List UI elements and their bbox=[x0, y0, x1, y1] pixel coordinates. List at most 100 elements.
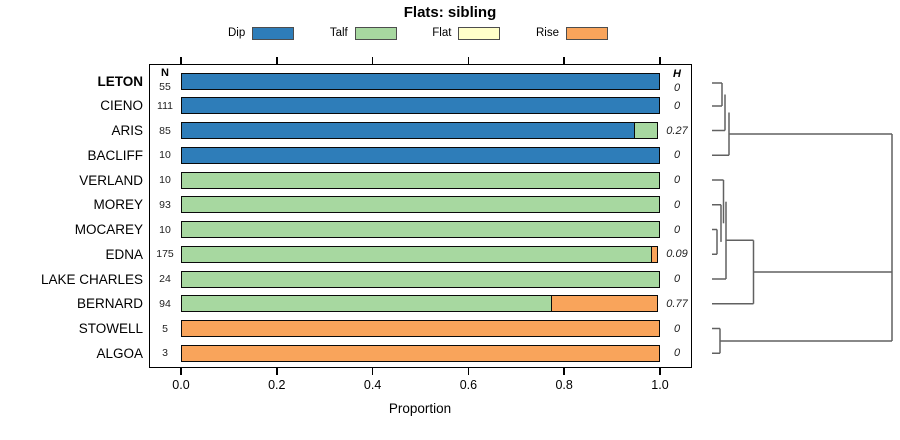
bar-segment-talf bbox=[181, 196, 660, 214]
row-label-leton: LETON bbox=[97, 73, 143, 89]
bar-segment-dip bbox=[181, 122, 637, 139]
row-h-value: 0 bbox=[673, 198, 681, 211]
legend-item-rise: Rise bbox=[535, 26, 608, 40]
x-tick-bottom bbox=[659, 368, 661, 375]
x-tick-label: 0.2 bbox=[268, 378, 286, 392]
bar-segment-rise bbox=[181, 320, 660, 337]
bar-segment-dip bbox=[181, 146, 660, 164]
row-n-value: 24 bbox=[159, 273, 171, 285]
x-tick-bottom bbox=[467, 368, 470, 375]
row-label-mocarey: MOCAREY bbox=[74, 222, 143, 237]
row-n-value: 3 bbox=[162, 347, 168, 360]
x-axis-title: Proportion bbox=[388, 401, 452, 416]
legend-swatch-flat bbox=[458, 26, 501, 40]
bar-segment-talf bbox=[634, 122, 659, 139]
row-label-cieno: CIENO bbox=[100, 98, 143, 114]
row-label-stowell: STOWELL bbox=[78, 321, 143, 336]
legend-label: Dip bbox=[228, 27, 246, 39]
bar-segment-dip bbox=[181, 97, 660, 115]
row-label-morey: MOREY bbox=[93, 197, 143, 213]
legend-swatch-talf bbox=[354, 26, 397, 40]
row-n-value: 85 bbox=[159, 124, 171, 137]
row-n-value: 93 bbox=[159, 198, 171, 211]
row-label-bacliff: BACLIFF bbox=[87, 147, 143, 163]
row-h-value: 0 bbox=[673, 149, 681, 162]
row-h-value: 0 bbox=[673, 174, 681, 186]
stacked-bar-cieno bbox=[181, 97, 660, 115]
stacked-bar-bacliff bbox=[181, 146, 660, 164]
row-label-aris: ARIS bbox=[111, 123, 143, 138]
legend-item-dip: Dip bbox=[228, 26, 295, 40]
h-column-header: H bbox=[673, 68, 681, 80]
x-tick-bottom bbox=[371, 368, 374, 375]
stacked-bar-bernard bbox=[181, 295, 660, 313]
row-n-value: 55 bbox=[159, 80, 171, 93]
dendrogram bbox=[712, 82, 893, 354]
stacked-bar-edna bbox=[181, 245, 660, 263]
stacked-bar-mocarey bbox=[181, 221, 660, 238]
bar-segment-talf bbox=[181, 171, 660, 189]
row-h-value: 0 bbox=[673, 322, 681, 335]
row-h-value: 0 bbox=[673, 223, 681, 236]
x-tick-label: 0.0 bbox=[172, 378, 190, 392]
bar-segment-talf bbox=[181, 270, 660, 288]
bar-segment-talf bbox=[181, 245, 653, 263]
row-n-value: 5 bbox=[162, 322, 168, 335]
stacked-bar-stowell bbox=[181, 320, 660, 337]
row-label-edna: EDNA bbox=[105, 246, 143, 262]
legend-label: Flat bbox=[432, 27, 452, 39]
row-h-value: 0 bbox=[673, 81, 681, 94]
x-tick-top bbox=[467, 56, 470, 64]
bar-segment-talf bbox=[181, 295, 553, 313]
legend-swatch-rise bbox=[566, 26, 608, 40]
x-tick-top bbox=[659, 56, 661, 64]
row-h-value: 0.77 bbox=[666, 297, 688, 310]
legend-label: Talf bbox=[329, 27, 348, 39]
bar-segment-rise bbox=[550, 295, 659, 313]
x-tick-label: 0.8 bbox=[555, 378, 573, 392]
row-n-value: 10 bbox=[159, 223, 171, 236]
stacked-bar-verland bbox=[181, 171, 660, 189]
x-tick-top bbox=[563, 56, 565, 64]
legend-swatch-dip bbox=[252, 26, 295, 40]
row-h-value: 0 bbox=[673, 347, 681, 360]
legend-label: Rise bbox=[535, 27, 559, 39]
stacked-bar-aris bbox=[181, 122, 660, 139]
chart-title: Flats: sibling bbox=[403, 4, 497, 21]
bar-segment-dip bbox=[181, 72, 660, 90]
plot-frame bbox=[149, 64, 692, 368]
x-tick-top bbox=[276, 56, 278, 64]
row-h-value: 0.09 bbox=[666, 248, 688, 261]
bar-segment-rise bbox=[651, 245, 659, 263]
n-column-header: N bbox=[161, 67, 169, 79]
x-tick-top bbox=[180, 56, 182, 64]
x-tick-label: 1.0 bbox=[651, 378, 669, 392]
row-n-value: 94 bbox=[159, 297, 171, 310]
legend-item-talf: Talf bbox=[329, 26, 397, 40]
x-tick-label: 0.4 bbox=[363, 378, 382, 392]
bar-segment-talf bbox=[181, 221, 660, 238]
row-label-lake-charles: LAKE CHARLES bbox=[40, 271, 143, 287]
legend: Dip Talf Flat Rise bbox=[228, 25, 608, 41]
x-tick-bottom bbox=[276, 368, 278, 375]
row-label-algoa: ALGOA bbox=[96, 345, 143, 361]
row-h-value: 0.27 bbox=[666, 124, 688, 137]
row-n-value: 10 bbox=[159, 149, 171, 162]
x-tick-label: 0.6 bbox=[459, 378, 478, 392]
x-tick-top bbox=[371, 56, 374, 64]
stacked-bar-morey bbox=[181, 196, 660, 214]
row-h-value: 0 bbox=[673, 273, 681, 285]
legend-item-flat: Flat bbox=[432, 26, 501, 40]
row-label-bernard: BERNARD bbox=[76, 296, 143, 312]
stacked-bar-lake-charles bbox=[181, 270, 660, 288]
row-n-value: 111 bbox=[157, 99, 173, 112]
bar-segment-rise bbox=[181, 344, 660, 362]
row-n-value: 10 bbox=[159, 174, 171, 186]
stacked-bar-leton bbox=[181, 72, 660, 90]
row-h-value: 0 bbox=[673, 99, 681, 112]
x-tick-bottom bbox=[563, 368, 565, 375]
x-tick-bottom bbox=[180, 368, 182, 375]
row-label-verland: VERLAND bbox=[79, 172, 143, 188]
stacked-bar-algoa bbox=[181, 344, 660, 362]
